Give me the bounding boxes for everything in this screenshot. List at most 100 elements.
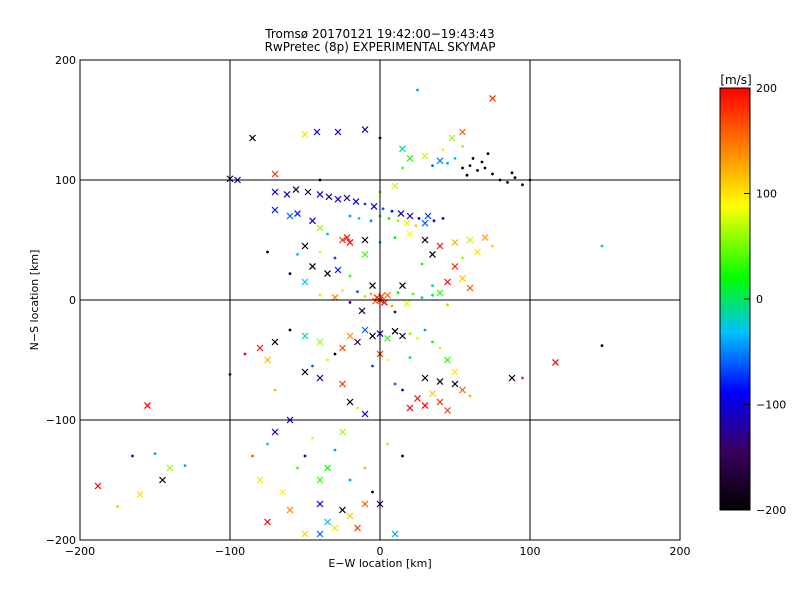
data-point-dot (416, 88, 419, 92)
data-point-dot (417, 217, 421, 220)
data-point-cross (444, 356, 451, 364)
grid-lines (80, 60, 680, 540)
y-tick-label: −100 (46, 414, 76, 427)
data-point-cross (334, 266, 342, 274)
data-point-dot (356, 290, 359, 293)
y-axis-label: N−S location [km] (28, 250, 41, 351)
data-point-cross (466, 284, 474, 292)
colorbar-tick-label: −100 (756, 399, 786, 412)
data-point-cross (459, 274, 466, 282)
y-tick-label: −200 (46, 534, 76, 547)
data-point-dot (348, 301, 352, 304)
data-point-cross (334, 195, 342, 203)
data-point-dot (431, 340, 434, 344)
data-point-cross (451, 380, 459, 388)
data-point-cross (271, 338, 279, 346)
data-point-dot (356, 406, 359, 410)
data-point-dot (441, 217, 445, 220)
data-point-dot (461, 166, 464, 170)
data-point-cross (136, 490, 144, 498)
data-point-dot (266, 250, 269, 254)
data-point-cross (421, 219, 429, 227)
data-point-cross (414, 394, 421, 402)
data-point-cross (316, 476, 324, 484)
data-point-cross (466, 236, 474, 244)
data-point-cross (325, 193, 333, 201)
data-point-dot (408, 332, 412, 335)
data-point-cross (343, 194, 351, 202)
colorbar-tick-label: 200 (756, 82, 777, 95)
data-point-dot (357, 217, 361, 220)
data-point-dot (441, 148, 445, 152)
data-point-dot (506, 181, 509, 184)
data-point-dot (333, 448, 337, 452)
data-point-cross (301, 242, 309, 250)
data-point-cross (271, 170, 279, 178)
data-point-dot (326, 358, 329, 362)
data-point-dot (296, 253, 299, 256)
data-point-dot (491, 244, 494, 248)
data-point-dot (423, 328, 427, 332)
data-point-cross (399, 145, 406, 153)
data-point-cross (489, 94, 496, 102)
data-point-dot (390, 304, 394, 308)
data-point-dot (153, 452, 157, 455)
data-point-dot (600, 244, 604, 248)
data-point-cross (271, 188, 279, 196)
data-point-cross (436, 242, 444, 250)
data-point-cross (421, 374, 429, 382)
data-point-cross (309, 262, 316, 270)
data-point-cross (391, 530, 399, 538)
data-point-dot (396, 219, 400, 223)
data-point-cross (424, 212, 432, 220)
data-point-cross (399, 282, 406, 290)
data-point-cross (271, 206, 279, 214)
data-point-cross (294, 210, 301, 218)
data-point-cross (331, 524, 339, 532)
data-point-cross (451, 238, 459, 246)
data-point-dot (393, 236, 397, 240)
data-point-dot (381, 207, 385, 211)
data-point-cross (346, 238, 354, 246)
data-point-dot (266, 442, 269, 446)
data-points (94, 88, 604, 538)
data-point-cross (301, 368, 309, 376)
data-point-dot (491, 172, 494, 176)
data-point-dot (411, 292, 415, 296)
data-point-cross (384, 291, 391, 299)
data-point-dot (303, 454, 307, 458)
data-point-cross (286, 212, 294, 220)
data-point-dot (416, 337, 419, 340)
data-point-cross (481, 234, 489, 242)
data-point-cross (316, 190, 324, 198)
data-point-cross (403, 219, 411, 227)
data-point-dot (288, 272, 292, 275)
data-point-cross (301, 530, 309, 538)
data-point-cross (339, 428, 346, 436)
data-point-dot (363, 466, 367, 470)
data-point-dot (390, 209, 394, 213)
data-point-cross (279, 488, 286, 496)
data-point-cross (249, 134, 256, 142)
data-point-dot (386, 442, 389, 446)
data-point-cross (444, 278, 451, 286)
data-point-dot (348, 214, 352, 218)
data-point-cross (451, 262, 459, 270)
data-point-cross (391, 182, 399, 190)
data-point-dot (273, 388, 277, 392)
data-point-cross (361, 500, 369, 508)
x-tick-label: −200 (65, 545, 95, 558)
data-point-dot (431, 284, 434, 287)
data-point-cross (316, 338, 324, 346)
data-point-cross (369, 282, 376, 290)
x-tick-label: −100 (215, 545, 245, 558)
data-point-dot (414, 224, 418, 228)
data-point-cross (354, 338, 361, 346)
x-axis-label: E−W location [km] (328, 557, 431, 570)
data-point-dot (408, 356, 412, 359)
data-point-dot (483, 166, 487, 170)
data-point-dot (600, 344, 604, 347)
colorbar-ticks: 200 100 0 −100 −200 (744, 82, 786, 517)
